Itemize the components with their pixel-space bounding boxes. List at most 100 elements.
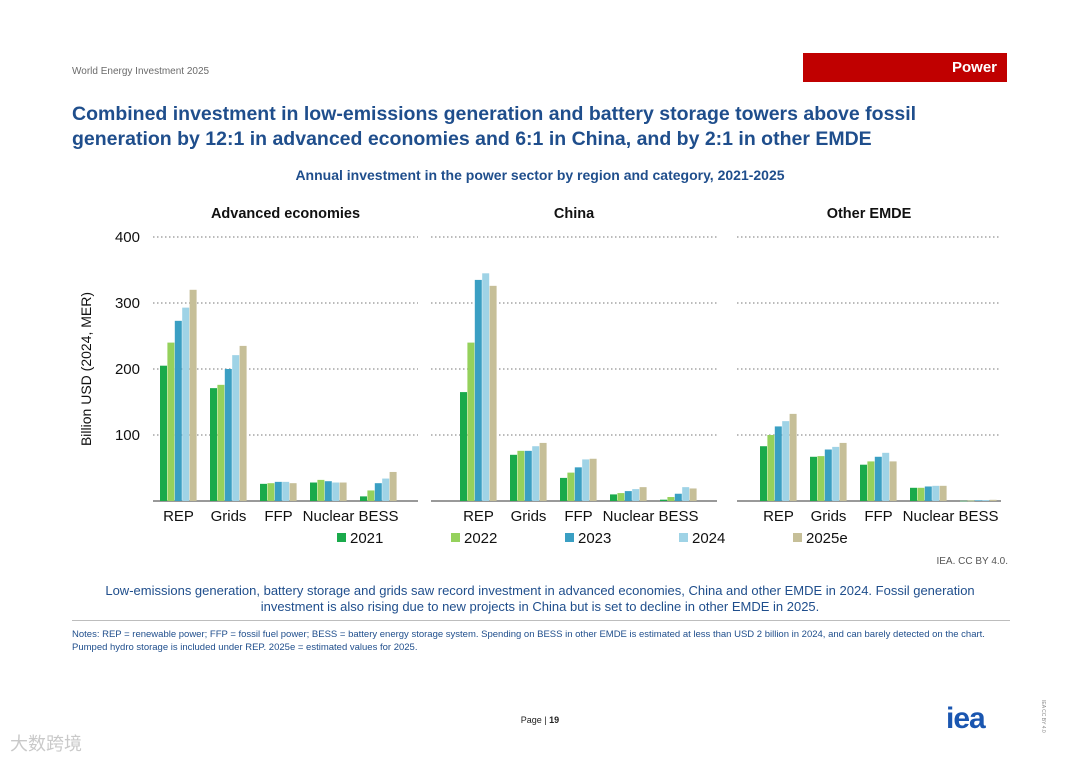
x-tick-label: BESS (358, 508, 398, 525)
license-text: IEA CC BY 4.0 (1040, 700, 1046, 733)
bar (289, 483, 297, 501)
bar (260, 483, 267, 501)
notes-text: Notes: REP = renewable power; FFP = foss… (72, 629, 985, 653)
bar (182, 307, 190, 501)
page-title: Combined investment in low-emissions gen… (72, 103, 917, 150)
y-tick-label: 200 (115, 361, 140, 378)
bar (610, 494, 617, 501)
report-name: World Energy Investment 2025 (72, 66, 210, 77)
bar (510, 454, 517, 501)
bar (782, 421, 790, 501)
legend-label: 2024 (692, 530, 725, 547)
bar (860, 464, 867, 501)
x-tick-label: BESS (958, 508, 998, 525)
bar (160, 365, 167, 501)
x-tick-label: REP (763, 508, 794, 525)
bar (217, 384, 225, 501)
x-tick-label: Grids (211, 508, 247, 525)
bar (839, 442, 847, 501)
bar (760, 446, 767, 501)
y-tick-label: 300 (115, 295, 140, 312)
x-tick-label: Grids (811, 508, 847, 525)
bar (339, 482, 347, 501)
bar (382, 478, 390, 501)
bar (539, 442, 547, 501)
y-tick-label: 100 (115, 427, 140, 444)
bar (267, 483, 275, 501)
x-tick-label: BESS (658, 508, 698, 525)
bar (660, 499, 667, 501)
bar (210, 388, 217, 501)
x-tick-label: Nuclear (603, 508, 655, 525)
bar (317, 479, 325, 501)
bar (874, 456, 882, 501)
bar (489, 285, 497, 501)
bar (824, 449, 832, 501)
bar (924, 486, 932, 501)
bar (832, 446, 840, 501)
bar (167, 342, 175, 501)
watermark: 大数跨境 (10, 734, 82, 754)
x-tick-label: REP (163, 508, 194, 525)
bar (960, 500, 967, 502)
bar (467, 342, 475, 501)
panel-title: Other EMDE (827, 206, 912, 222)
bar (689, 488, 697, 501)
bar (189, 289, 197, 501)
bar (367, 490, 375, 501)
page-label: Page (520, 715, 542, 725)
bar (589, 458, 597, 501)
bar (617, 493, 625, 501)
x-tick-label: Nuclear (903, 508, 955, 525)
legend-swatch (793, 533, 802, 542)
bar (389, 471, 397, 501)
bar (574, 467, 582, 501)
bar (482, 273, 490, 501)
bar (360, 496, 367, 501)
bar (224, 369, 232, 501)
legend-swatch (451, 533, 460, 542)
bar (682, 487, 690, 501)
bar (867, 461, 875, 501)
bar (989, 499, 997, 501)
x-tick-label: Grids (511, 508, 547, 525)
bar (767, 435, 775, 501)
bar (889, 461, 897, 501)
bar (774, 426, 782, 501)
bar (632, 489, 640, 501)
bar (917, 487, 925, 501)
bar (974, 500, 982, 501)
divider (72, 620, 1010, 621)
x-tick-label: FFP (264, 508, 292, 525)
page-number: Page | 19 (520, 715, 560, 725)
chart: Billion USD (2024, MER) 100 200 300 400 Advan… (78, 206, 1001, 547)
x-tick-label: FFP (564, 508, 592, 525)
bar (274, 481, 282, 501)
bar (374, 483, 382, 501)
panel-title: China (554, 206, 595, 222)
bar (667, 497, 675, 501)
bar (174, 320, 182, 501)
y-tick-label: 400 (115, 229, 140, 246)
bar (967, 500, 975, 502)
y-axis-label: Billion USD (2024, MER) (78, 292, 94, 446)
page-number-value: 19 (549, 715, 560, 725)
bar (567, 472, 575, 501)
bar (789, 413, 797, 501)
bar (932, 485, 940, 501)
bar (882, 452, 890, 501)
legend-label: 2021 (350, 530, 383, 547)
legend-label: 2023 (578, 530, 611, 547)
bar (560, 477, 567, 501)
x-tick-label: REP (463, 508, 494, 525)
bar (524, 450, 532, 501)
panel-title: Advanced economies (211, 206, 360, 222)
bar (639, 487, 647, 501)
bar (674, 493, 682, 501)
legend-label: 2025e (806, 530, 848, 547)
chart-title: Annual investment in the power sector by… (295, 167, 785, 183)
iea-logo: iea (946, 702, 986, 735)
bar (624, 491, 632, 501)
bar (810, 456, 817, 501)
bar (310, 482, 317, 501)
